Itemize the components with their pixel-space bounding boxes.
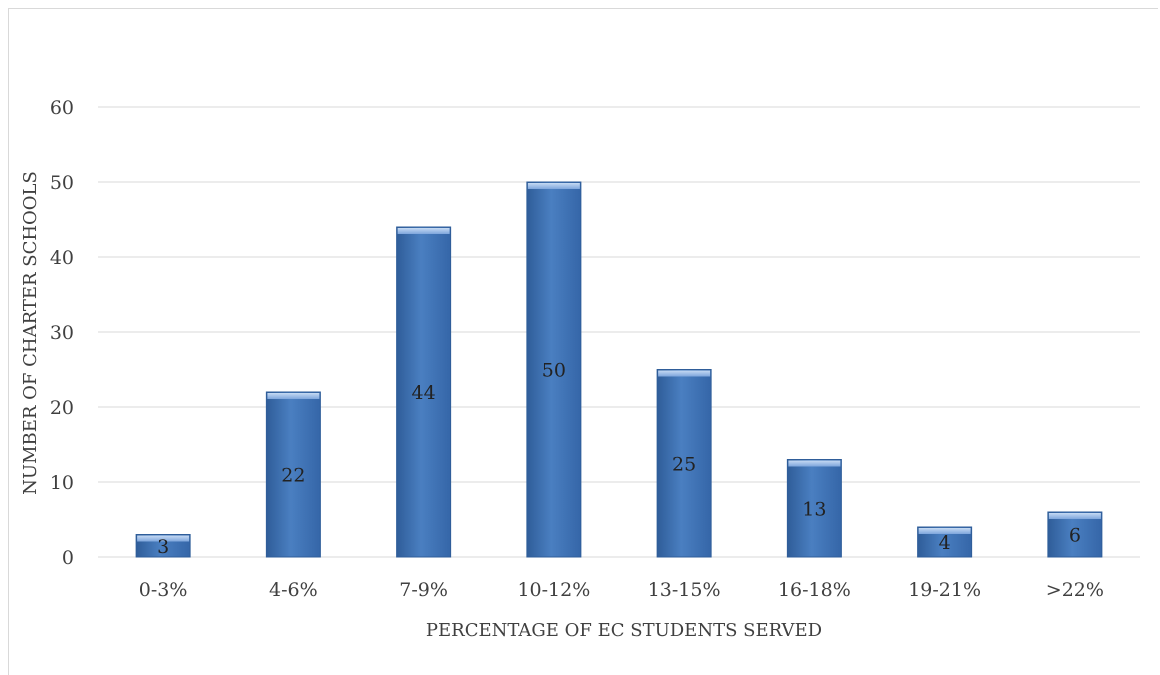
data-label: 3 xyxy=(157,536,169,558)
data-label: 25 xyxy=(672,453,696,475)
bar xyxy=(656,369,712,558)
data-label: 44 xyxy=(412,382,436,404)
y-tick-label: 50 xyxy=(50,172,74,194)
bar xyxy=(786,459,842,558)
data-label: 22 xyxy=(281,465,305,487)
x-tick-label: 10-12% xyxy=(517,579,590,601)
y-axis-title: NUMBER OF CHARTER SCHOOLS xyxy=(20,171,41,495)
y-tick-label: 60 xyxy=(50,97,74,119)
bar-highlight xyxy=(397,228,450,234)
data-label: 50 xyxy=(542,360,566,382)
x-tick-label: 13-15% xyxy=(648,579,721,601)
bars xyxy=(135,181,1103,558)
y-axis-ticks: 0 10 20 30 40 50 60 xyxy=(50,97,74,569)
y-tick-label: 30 xyxy=(50,322,74,344)
bar xyxy=(396,226,452,558)
y-tick-label: 20 xyxy=(50,397,74,419)
y-tick-label: 40 xyxy=(50,247,74,269)
y-tick-label: 10 xyxy=(50,472,74,494)
bar xyxy=(265,391,321,558)
bar-highlight xyxy=(267,393,320,399)
data-label: 4 xyxy=(939,532,951,554)
bar xyxy=(526,181,582,558)
x-tick-label: 19-21% xyxy=(908,579,981,601)
data-label: 13 xyxy=(802,498,826,520)
bar xyxy=(1047,511,1103,558)
chart-frame xyxy=(8,8,1158,675)
bar-highlight xyxy=(137,535,190,542)
bar-highlight xyxy=(918,528,971,534)
data-label: 6 xyxy=(1069,525,1081,547)
bar-highlight xyxy=(658,370,711,377)
data-labels: 3 22 44 50 25 13 4 6 xyxy=(157,360,1081,558)
x-axis-ticks: 0-3% 4-6% 7-9% 10-12% 13-15% 16-18% 19-21% >22% xyxy=(139,579,1104,601)
grid-lines xyxy=(98,106,1140,558)
bar-highlight xyxy=(1048,513,1101,519)
x-tick-label: 4-6% xyxy=(269,579,318,601)
y-tick-label: 0 xyxy=(62,547,74,569)
x-tick-label: 16-18% xyxy=(778,579,851,601)
x-tick-label: >22% xyxy=(1046,579,1104,601)
x-axis-title: PERCENTAGE OF EC STUDENTS SERVED xyxy=(426,620,822,641)
x-tick-label: 7-9% xyxy=(399,579,448,601)
x-tick-label: 0-3% xyxy=(139,579,188,601)
bar-highlight xyxy=(788,460,841,467)
bar-highlight xyxy=(527,183,580,189)
